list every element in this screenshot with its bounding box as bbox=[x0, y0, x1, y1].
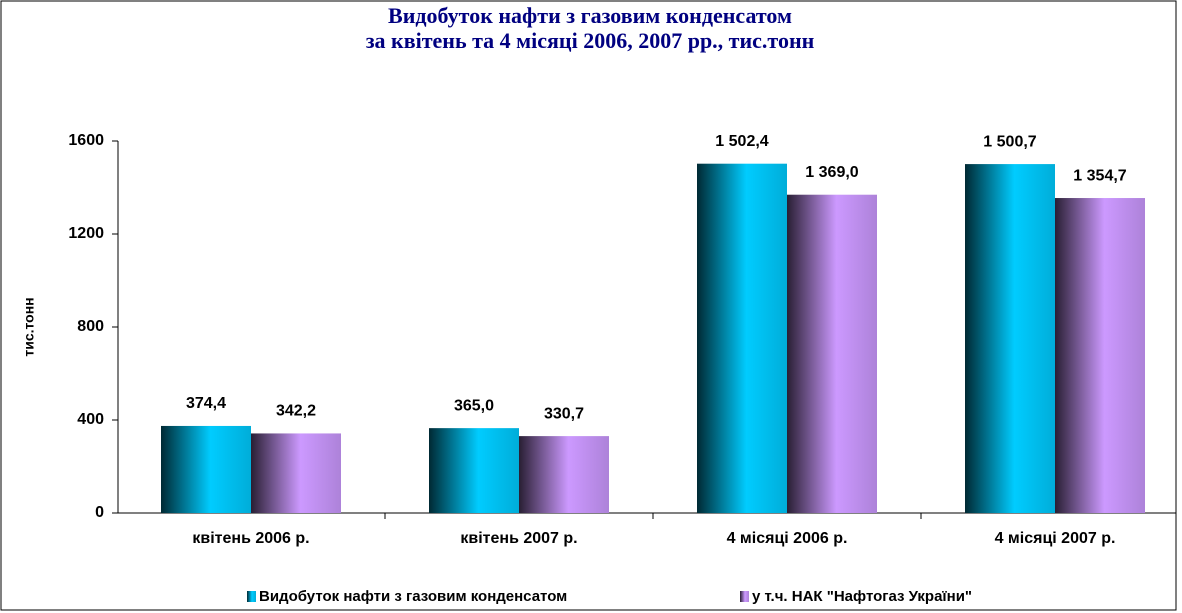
bar bbox=[161, 425, 251, 513]
legend-swatch bbox=[247, 591, 256, 602]
value-label: 374,4 bbox=[186, 395, 226, 412]
x-tick-label: квітень 2006 р. bbox=[192, 530, 309, 547]
chart-title: Видобуток нафти з газовим конденсатом bbox=[388, 3, 792, 28]
chart-subtitle: за квітень та 4 місяці 2006, 2007 рр., т… bbox=[366, 28, 815, 53]
y-axis-label: тис.тонн bbox=[21, 297, 37, 356]
bar bbox=[787, 194, 877, 513]
value-label: 1 500,7 bbox=[983, 133, 1036, 150]
bar bbox=[429, 428, 519, 513]
y-tick-label: 1600 bbox=[68, 132, 104, 149]
y-tick-label: 800 bbox=[77, 318, 104, 335]
value-label: 330,7 bbox=[544, 405, 584, 422]
y-tick-label: 1200 bbox=[68, 225, 104, 242]
bar bbox=[519, 436, 609, 513]
value-label: 1 354,7 bbox=[1073, 167, 1126, 184]
x-tick-label: квітень 2007 р. bbox=[460, 530, 577, 547]
value-label: 342,2 bbox=[276, 403, 316, 420]
value-label: 1 369,0 bbox=[805, 164, 858, 181]
y-tick-label: 0 bbox=[95, 504, 104, 521]
bar bbox=[251, 433, 341, 513]
x-tick-label: 4 місяці 2007 р. bbox=[995, 530, 1116, 547]
bar bbox=[1055, 198, 1145, 513]
legend-label: Видобуток нафти з газовим конденсатом bbox=[259, 588, 567, 605]
value-label: 1 502,4 bbox=[715, 133, 768, 150]
y-tick-label: 400 bbox=[77, 411, 104, 428]
bar bbox=[697, 163, 787, 513]
value-label: 365,0 bbox=[454, 397, 494, 414]
bar bbox=[965, 164, 1055, 513]
legend-swatch bbox=[740, 591, 749, 602]
x-tick-label: 4 місяці 2006 р. bbox=[727, 530, 848, 547]
legend-label: у т.ч. НАК "Нафтогаз України" bbox=[752, 588, 972, 605]
